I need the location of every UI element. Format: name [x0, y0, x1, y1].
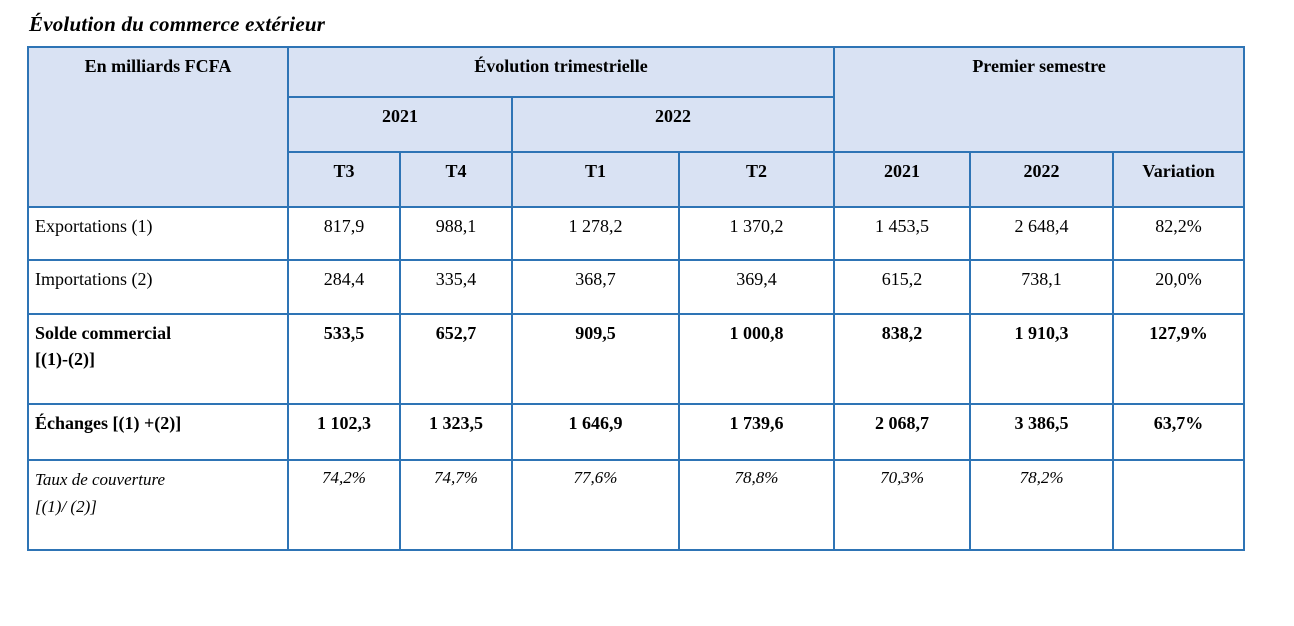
row-taux-couverture: Taux de couverture [(1)/ (2)] 74,2% 74,7… — [27, 459, 1246, 551]
value-cell: 817,9 — [287, 206, 401, 261]
document-page: Évolution du commerce extérieur En milli… — [27, 12, 1246, 551]
quarterly-group-header: Évolution trimestrielle — [286, 46, 836, 98]
unit-label-cell: En milliards FCFA — [27, 46, 289, 208]
page-title: Évolution du commerce extérieur — [29, 12, 326, 36]
value-cell: 335,4 — [399, 259, 513, 315]
row-label-line: [(1)-(2)] — [35, 349, 95, 370]
col-header-t1: T1 — [511, 151, 680, 208]
value-cell: 1 453,5 — [833, 206, 972, 261]
row-importations: Importations (2) 284,4 335,4 368,7 369,4… — [27, 259, 1246, 315]
value-cell: 652,7 — [399, 313, 513, 405]
value-cell: 1 370,2 — [677, 206, 836, 261]
header-row-groups: En milliards FCFA Évolution trimestriell… — [27, 46, 1246, 208]
row-echanges: Échanges [(1) +(2)] 1 102,3 1 323,5 1 64… — [27, 403, 1246, 461]
row-label: Importations (2) — [27, 259, 289, 315]
col-header-variation: Variation — [1112, 151, 1246, 208]
value-cell: 1 278,2 — [511, 206, 680, 261]
col-header-t3: T3 — [287, 151, 401, 208]
value-cell: 533,5 — [287, 313, 401, 405]
header-row-columns: T3 T4 T1 T2 2021 2022 Variation — [28, 151, 1246, 208]
row-label-line: Taux de couverture — [35, 470, 165, 489]
value-cell: 1 739,6 — [677, 403, 836, 461]
value-cell: 988,1 — [399, 206, 513, 261]
value-cell: 615,2 — [833, 259, 972, 315]
value-cell: 3 386,5 — [969, 403, 1115, 461]
row-label-line: Exportations (1) — [35, 216, 153, 236]
row-solde-commercial: Solde commercial [(1)-(2)] 533,5 652,7 9… — [27, 313, 1246, 405]
value-cell: 2 648,4 — [969, 206, 1115, 261]
value-cell: 78,2% — [969, 459, 1115, 551]
year-2021-header: 2021 — [287, 96, 513, 153]
row-label-line: [(1)/ (2)] — [35, 497, 97, 517]
col-header-sem-2022: 2022 — [969, 151, 1115, 208]
value-cell: 78,8% — [677, 459, 836, 551]
value-cell: 368,7 — [511, 259, 680, 315]
value-cell: 1 102,3 — [287, 403, 401, 461]
value-cell: 82,2% — [1112, 206, 1246, 261]
value-cell: 70,3% — [833, 459, 972, 551]
row-label-line: Solde commercial — [35, 323, 172, 343]
value-cell — [1112, 459, 1246, 551]
row-label: Solde commercial [(1)-(2)] — [27, 313, 289, 405]
row-label-line: Importations (2) — [35, 269, 153, 289]
row-label: Taux de couverture [(1)/ (2)] — [27, 459, 289, 551]
value-cell: 838,2 — [833, 313, 972, 405]
value-cell: 2 068,7 — [833, 403, 972, 461]
row-label: Échanges [(1) +(2)] — [27, 403, 289, 461]
value-cell: 20,0% — [1112, 259, 1246, 315]
value-cell: 74,2% — [287, 459, 401, 551]
value-cell: 63,7% — [1112, 403, 1246, 461]
value-cell: 909,5 — [511, 313, 680, 405]
col-header-t2: T2 — [677, 151, 836, 208]
value-cell: 1 646,9 — [511, 403, 680, 461]
semester-group-header: Premier semestre — [833, 46, 1246, 153]
value-cell: 1 910,3 — [969, 313, 1115, 405]
value-cell: 1 323,5 — [399, 403, 513, 461]
trade-table: En milliards FCFA Évolution trimestriell… — [27, 46, 1246, 551]
row-label: Exportations (1) — [27, 206, 289, 261]
col-header-sem-2021: 2021 — [833, 151, 972, 208]
value-cell: 1 000,8 — [677, 313, 836, 405]
value-cell: 74,7% — [399, 459, 513, 551]
value-cell: 284,4 — [287, 259, 401, 315]
value-cell: 369,4 — [677, 259, 836, 315]
row-exportations: Exportations (1) 817,9 988,1 1 278,2 1 3… — [27, 206, 1246, 261]
value-cell: 127,9% — [1112, 313, 1246, 405]
row-label-line: Échanges [(1) +(2)] — [35, 413, 182, 433]
value-cell: 738,1 — [969, 259, 1115, 315]
header-row-years: 2021 2022 — [28, 96, 1244, 153]
col-header-t4: T4 — [399, 151, 513, 208]
year-2022-header: 2022 — [510, 96, 836, 153]
value-cell: 77,6% — [511, 459, 680, 551]
